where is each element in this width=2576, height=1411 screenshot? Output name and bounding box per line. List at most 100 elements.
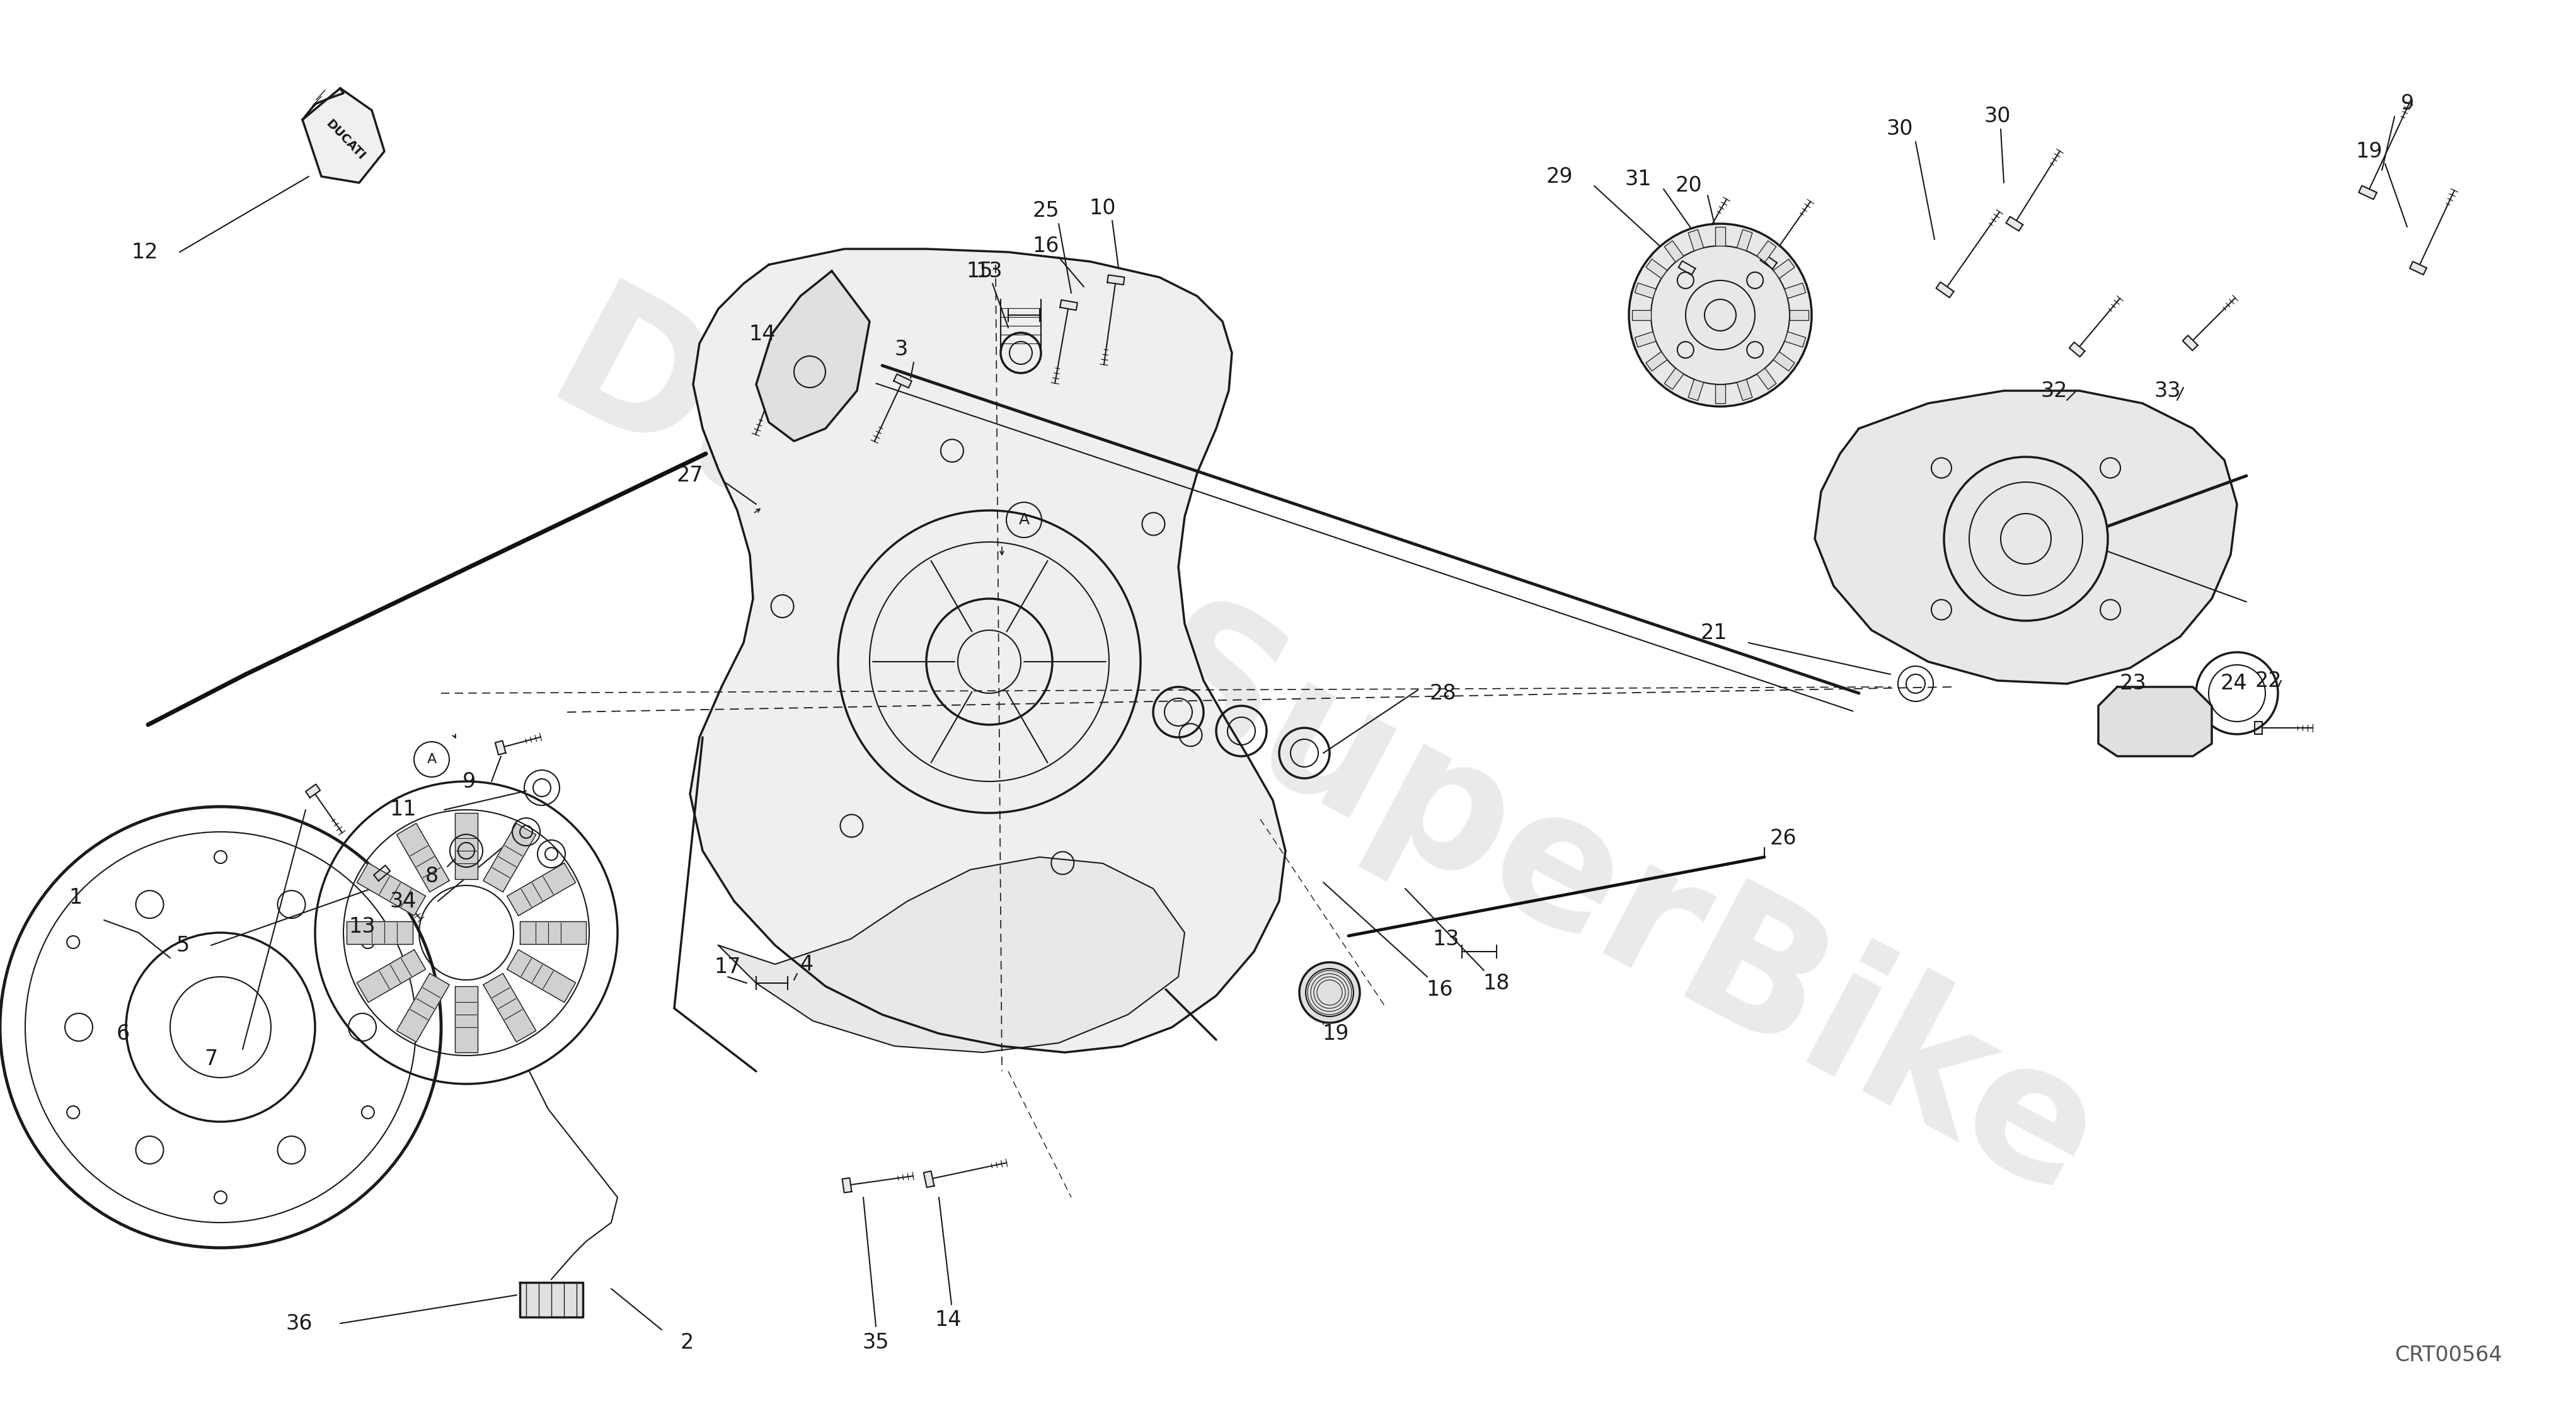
Polygon shape [1680, 261, 1695, 275]
Polygon shape [2007, 216, 2022, 231]
Polygon shape [348, 921, 412, 944]
Text: 11: 11 [389, 800, 417, 820]
Text: 13: 13 [348, 916, 376, 937]
Polygon shape [507, 950, 574, 1002]
Polygon shape [1636, 332, 1656, 347]
Polygon shape [1736, 230, 1752, 251]
Polygon shape [1757, 368, 1777, 389]
Polygon shape [1636, 284, 1656, 299]
Text: 16: 16 [1033, 236, 1059, 257]
Polygon shape [1790, 310, 1808, 320]
Polygon shape [2182, 336, 2197, 350]
Text: 32: 32 [2040, 381, 2069, 401]
Text: 20: 20 [1674, 175, 1703, 196]
Text: 9: 9 [464, 770, 477, 792]
Polygon shape [2069, 341, 2084, 357]
Text: 19: 19 [2357, 141, 2383, 162]
Text: 19: 19 [1321, 1023, 1350, 1044]
Text: 12: 12 [131, 241, 157, 262]
Polygon shape [1687, 380, 1703, 401]
Text: 2: 2 [680, 1332, 693, 1353]
Circle shape [1628, 224, 1811, 406]
Text: 15: 15 [966, 261, 994, 281]
Polygon shape [520, 921, 585, 944]
Circle shape [1298, 962, 1360, 1023]
Polygon shape [842, 1178, 853, 1192]
Polygon shape [1646, 260, 1667, 278]
Text: 23: 23 [2120, 673, 2146, 694]
Polygon shape [374, 865, 389, 880]
Text: 8: 8 [425, 865, 438, 886]
Polygon shape [1759, 254, 1777, 270]
Text: 31: 31 [1625, 169, 1651, 190]
Text: 4: 4 [801, 954, 814, 975]
Polygon shape [358, 950, 425, 1002]
Text: 9: 9 [2401, 93, 2414, 114]
Polygon shape [2254, 721, 2262, 734]
Polygon shape [456, 813, 477, 879]
Polygon shape [1633, 310, 1651, 320]
Polygon shape [1108, 275, 1126, 285]
Text: A: A [428, 753, 435, 766]
Text: 30: 30 [1984, 106, 2012, 127]
Polygon shape [1664, 241, 1685, 262]
Polygon shape [1816, 391, 2236, 684]
Polygon shape [1716, 384, 1726, 404]
Text: 17: 17 [714, 957, 742, 978]
Text: 1: 1 [70, 888, 82, 909]
Polygon shape [1059, 301, 1077, 310]
Polygon shape [2099, 687, 2213, 756]
Polygon shape [520, 1283, 582, 1316]
Polygon shape [495, 741, 505, 755]
Text: 28: 28 [1430, 683, 1455, 704]
Text: DUCATI: DUCATI [325, 117, 368, 162]
Polygon shape [757, 271, 871, 442]
Polygon shape [925, 1171, 935, 1188]
Text: 13: 13 [976, 261, 1002, 281]
Polygon shape [768, 371, 783, 384]
Text: 24: 24 [2221, 673, 2246, 694]
Text: 10: 10 [1090, 198, 1115, 219]
Polygon shape [1772, 260, 1795, 278]
Polygon shape [484, 823, 536, 892]
Text: DucatiSuperBike: DucatiSuperBike [520, 274, 2125, 1239]
Text: 36: 36 [286, 1314, 312, 1333]
Text: 34: 34 [389, 890, 417, 912]
Polygon shape [397, 823, 448, 892]
Text: 25: 25 [1033, 200, 1059, 222]
Polygon shape [1664, 368, 1685, 389]
Polygon shape [1687, 230, 1703, 251]
Polygon shape [1757, 241, 1777, 262]
Text: 7: 7 [204, 1048, 219, 1070]
Text: 21: 21 [1700, 622, 1728, 643]
Text: 6: 6 [116, 1023, 129, 1044]
Text: A: A [1018, 512, 1030, 528]
Polygon shape [1716, 227, 1726, 246]
Text: 29: 29 [1546, 166, 1574, 186]
Polygon shape [690, 248, 1285, 1053]
Polygon shape [2409, 261, 2427, 275]
Text: 16: 16 [1427, 979, 1453, 1000]
Polygon shape [2360, 186, 2378, 199]
Polygon shape [1772, 351, 1795, 371]
Polygon shape [484, 974, 536, 1043]
Polygon shape [719, 856, 1185, 1053]
Polygon shape [358, 864, 425, 916]
Text: 18: 18 [1484, 972, 1510, 993]
Polygon shape [1646, 351, 1667, 371]
Polygon shape [894, 374, 912, 388]
Text: 3: 3 [894, 340, 907, 360]
Text: 22: 22 [2254, 670, 2282, 691]
Text: 33: 33 [2154, 381, 2182, 401]
Polygon shape [1937, 282, 1953, 298]
Text: 27: 27 [677, 466, 703, 487]
Polygon shape [397, 974, 448, 1043]
Text: 5: 5 [175, 935, 191, 955]
Text: 13: 13 [1432, 928, 1461, 950]
Polygon shape [1736, 380, 1752, 401]
Text: 30: 30 [1886, 119, 1914, 140]
Text: 26: 26 [1770, 828, 1795, 848]
Polygon shape [456, 986, 477, 1053]
Polygon shape [1785, 284, 1806, 299]
Polygon shape [1785, 332, 1806, 347]
